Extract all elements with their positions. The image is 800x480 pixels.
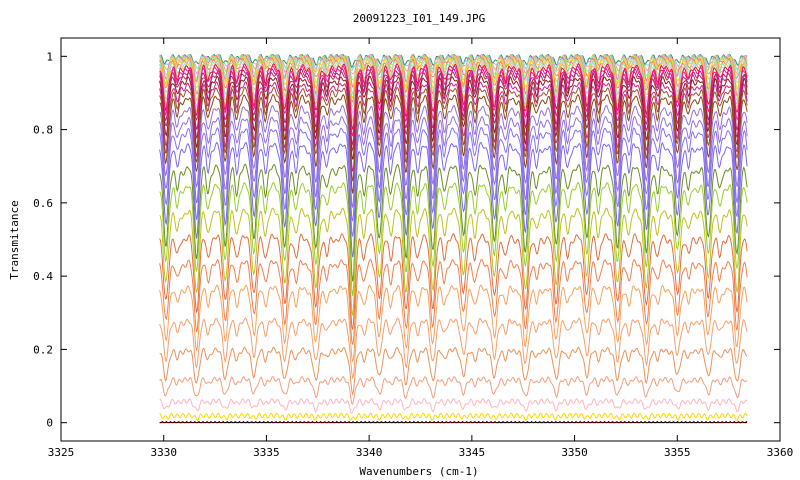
x-tick-label: 3355 <box>664 446 691 459</box>
x-tick-label: 3335 <box>253 446 280 459</box>
y-tick-label: 1 <box>46 50 53 63</box>
series-line <box>159 420 748 424</box>
series-line <box>159 412 748 422</box>
series-line <box>159 126 748 237</box>
series-line <box>159 397 748 415</box>
y-tick-label: 0 <box>46 417 53 430</box>
y-tick-label: 0.6 <box>33 197 53 210</box>
plot-frame <box>60 37 781 442</box>
y-axis: 0 0.2 0.4 0.6 0.8 1 <box>33 50 780 430</box>
y-tick-label: 0.2 <box>33 343 53 356</box>
series-line <box>159 181 748 296</box>
series-line <box>159 141 748 258</box>
x-tick-label: 3350 <box>561 446 588 459</box>
x-tick-label: 3325 <box>48 446 75 459</box>
series-line <box>159 115 748 222</box>
series-line <box>159 163 748 282</box>
series-line <box>159 284 748 362</box>
series-line <box>159 104 748 208</box>
series-line <box>159 65 748 137</box>
chart-title: 20091223_I01_149.JPG <box>353 12 485 25</box>
series-line <box>159 317 748 380</box>
x-axis: 3325 3330 3335 3340 3345 3350 3355 3360 <box>48 38 794 459</box>
y-axis-label: Transmitance <box>8 200 21 279</box>
series-line <box>159 258 748 345</box>
x-tick-label: 3345 <box>459 446 486 459</box>
series-line <box>159 375 748 405</box>
x-axis-label: Wavenumbers (cm-1) <box>359 465 478 478</box>
series-line <box>159 346 748 397</box>
series-line <box>159 55 748 96</box>
series-line <box>159 232 748 330</box>
x-tick-label: 3330 <box>150 446 177 459</box>
series-layer <box>159 53 748 424</box>
series-line <box>159 207 748 316</box>
y-tick-label: 0.8 <box>33 124 53 137</box>
series-line <box>159 93 748 194</box>
x-tick-label: 3360 <box>767 446 794 459</box>
y-tick-label: 0.4 <box>33 270 53 283</box>
series-line <box>159 86 748 182</box>
x-tick-label: 3340 <box>356 446 383 459</box>
